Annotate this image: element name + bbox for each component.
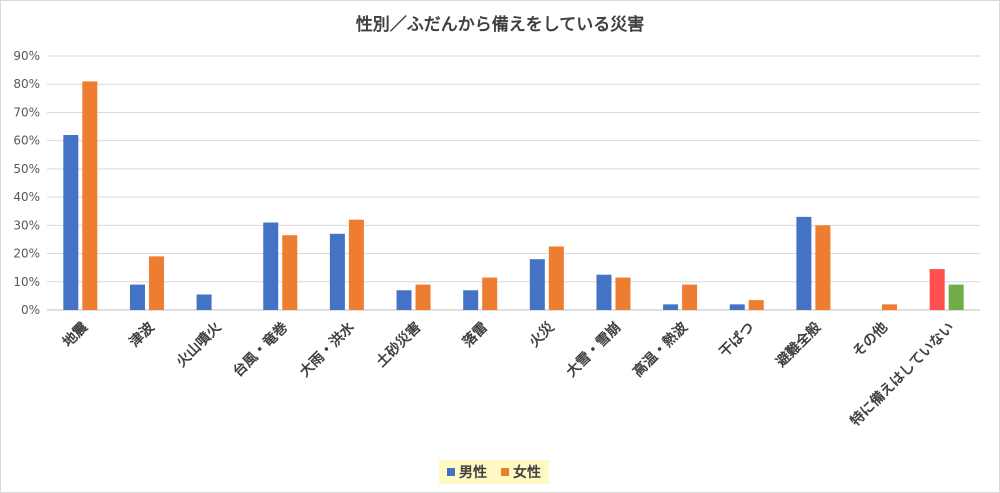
bar-female bbox=[615, 277, 631, 310]
bar-male bbox=[529, 259, 545, 310]
x-tick-label: 高温・熱波 bbox=[629, 318, 691, 380]
bar-female bbox=[548, 246, 564, 310]
bar-male bbox=[329, 233, 345, 310]
x-tick-label: 津波 bbox=[126, 318, 159, 351]
bar-female bbox=[882, 304, 898, 310]
legend-label-male: 男性 bbox=[459, 465, 487, 481]
y-tick-label: 70% bbox=[13, 105, 40, 119]
x-tick-label: 大雨・洪水 bbox=[296, 318, 358, 380]
y-tick-label: 90% bbox=[13, 49, 40, 63]
legend-item-male: 男性 bbox=[447, 462, 487, 482]
bar-female bbox=[948, 284, 964, 310]
x-tick-label: 台風・竜巻 bbox=[230, 319, 292, 381]
bar-male bbox=[729, 304, 745, 310]
chart-legend: 男性 女性 bbox=[439, 460, 549, 484]
x-tick-label: 落雷 bbox=[459, 319, 491, 351]
bar-male bbox=[263, 222, 279, 310]
y-tick-label: 60% bbox=[13, 134, 40, 148]
legend-swatch-female bbox=[501, 468, 509, 476]
bar-male bbox=[396, 290, 412, 310]
chart-title: 性別／ふだんから備えをしている災害 bbox=[355, 15, 645, 35]
x-tick-label: 地震 bbox=[59, 318, 92, 351]
bar-female bbox=[748, 300, 764, 310]
bar-male bbox=[929, 269, 945, 310]
y-tick-label: 20% bbox=[13, 247, 40, 261]
y-tick-label: 50% bbox=[13, 162, 40, 176]
x-tick-label: 火災 bbox=[527, 319, 559, 351]
bar-male bbox=[196, 294, 212, 310]
legend-label-female: 女性 bbox=[513, 465, 541, 481]
bar-female bbox=[82, 81, 98, 311]
legend-swatch-male bbox=[447, 468, 455, 476]
x-tick-label: 干ばつ bbox=[717, 320, 758, 361]
bar-male bbox=[796, 216, 812, 310]
bar-male bbox=[596, 274, 612, 310]
bar-female bbox=[415, 284, 431, 310]
bar-female bbox=[682, 284, 698, 310]
y-tick-label: 0% bbox=[21, 303, 40, 317]
bar-female bbox=[282, 235, 298, 310]
bar-male bbox=[129, 284, 145, 310]
bar-female bbox=[148, 256, 164, 310]
x-tick-label: 土砂災害 bbox=[373, 319, 425, 371]
y-tick-label: 40% bbox=[13, 190, 40, 204]
legend-item-female: 女性 bbox=[501, 462, 541, 482]
bar-male bbox=[463, 290, 479, 310]
x-tick-label: その他 bbox=[849, 319, 891, 361]
x-tick-label: 火山噴火 bbox=[173, 318, 225, 370]
bar-male bbox=[63, 135, 79, 310]
bar-male bbox=[663, 304, 679, 310]
x-tick-label: 避難全般 bbox=[773, 319, 825, 371]
y-tick-label: 80% bbox=[13, 77, 40, 91]
y-tick-label: 30% bbox=[13, 218, 40, 232]
y-tick-label: 10% bbox=[13, 275, 40, 289]
bar-female bbox=[348, 219, 364, 310]
x-tick-label: 大雪・雪崩 bbox=[563, 319, 625, 381]
bar-female bbox=[815, 225, 831, 310]
bar-female bbox=[482, 277, 498, 310]
